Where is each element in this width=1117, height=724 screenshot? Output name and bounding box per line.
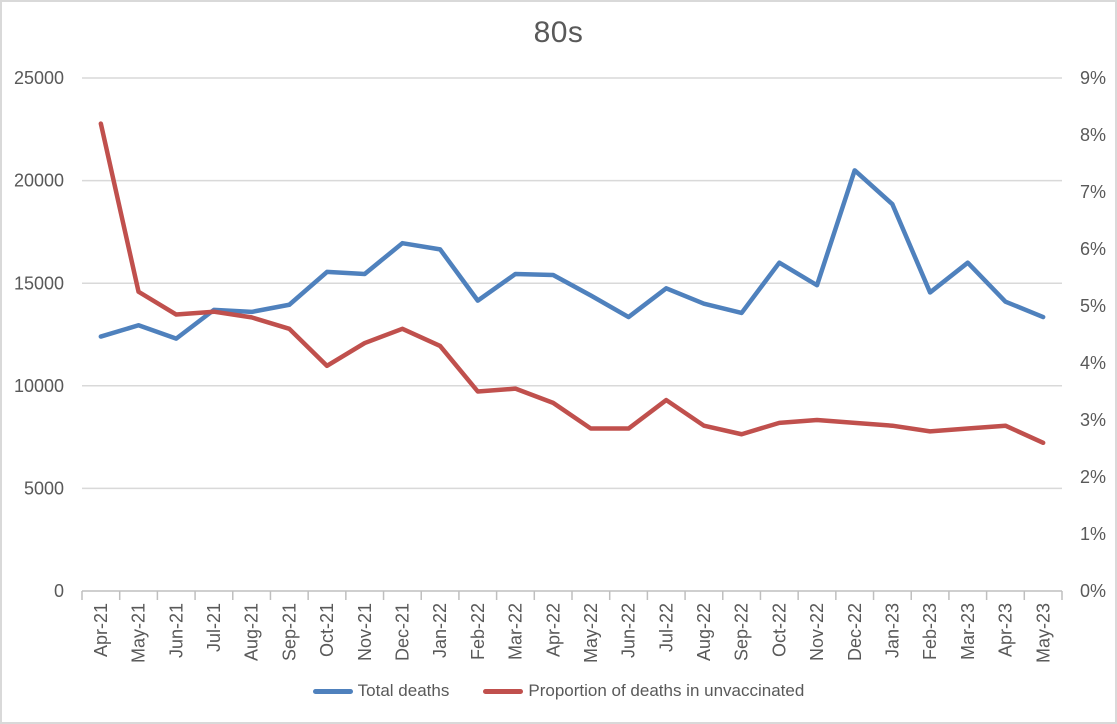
y-axis-left-tick-label: 20000: [14, 171, 64, 191]
y-axis-right-tick-label: 4%: [1080, 353, 1106, 373]
legend-swatch-proportion-unvaccinated-icon: [483, 688, 524, 694]
x-axis-tick-label: May-21: [129, 603, 149, 663]
x-axis-tick-label: Apr-21: [91, 603, 111, 657]
x-axis-tick-label: Nov-21: [355, 603, 375, 661]
y-axis-right-tick-label: 7%: [1080, 182, 1106, 202]
series-line-total-deaths[interactable]: [98, 168, 1046, 341]
x-axis-tick-label: Apr-22: [543, 603, 563, 657]
y-axis-right-tick-label: 8%: [1080, 125, 1106, 145]
y-axis-left-tick-label: 0: [54, 581, 64, 601]
x-axis-tick-label: Aug-21: [242, 603, 262, 661]
legend: Total deaths Proportion of deaths in unv…: [0, 681, 1117, 701]
x-axis-tick-label: Apr-23: [996, 603, 1016, 657]
x-axis-tick-label: Sep-21: [279, 603, 299, 661]
x-axis-tick-label: Jan-23: [883, 603, 903, 658]
chart-title: 80s: [533, 16, 584, 49]
y-axis-left-tick-label: 15000: [14, 273, 64, 293]
x-axis-tick-label: Oct-22: [769, 603, 789, 657]
x-axis-tick-label: Mar-23: [958, 603, 978, 660]
x-axis-tick-label: Sep-22: [732, 603, 752, 661]
x-axis-tick-label: Mar-22: [506, 603, 526, 660]
x-axis-tick-label: May-23: [1033, 603, 1053, 663]
x-axis-tick-label: Aug-22: [694, 603, 714, 661]
legend-item-total-deaths[interactable]: Total deaths: [312, 681, 450, 701]
y-axis-right-tick-label: 5%: [1080, 296, 1106, 316]
y-axis-right-tick-label: 2%: [1080, 467, 1106, 487]
x-axis-tick-label: Jan-22: [430, 603, 450, 658]
legend-swatch-total-deaths-icon: [312, 688, 353, 694]
x-axis-tick-label: Feb-22: [468, 603, 488, 660]
legend-label-proportion-unvaccinated: Proportion of deaths in unvaccinated: [528, 681, 805, 700]
y-axis-right-tick-label: 3%: [1080, 410, 1106, 430]
series-line-proportion-unvaccinated[interactable]: [98, 121, 1046, 446]
y-axis-left-tick-label: 25000: [14, 68, 64, 88]
y-axis-right-tick-label: 1%: [1080, 524, 1106, 544]
y-axis-right-tick-label: 0%: [1080, 581, 1106, 601]
x-axis-tick-label: Dec-21: [393, 603, 413, 661]
y-axis-left-tick-label: 10000: [14, 376, 64, 396]
x-axis-tick-label: Jun-21: [166, 603, 186, 658]
x-axis-tick-label: Dec-22: [845, 603, 865, 661]
x-axis-tick-label: May-22: [581, 603, 601, 663]
legend-item-proportion-unvaccinated[interactable]: Proportion of deaths in unvaccinated: [483, 681, 804, 701]
x-axis-tick-label: Oct-21: [317, 603, 337, 657]
x-axis-tick-label: Nov-22: [807, 603, 827, 661]
x-axis-tick-label: Jul-22: [656, 603, 676, 652]
y-axis-left-tick-label: 5000: [24, 479, 64, 499]
x-axis-tick-label: Jul-21: [204, 603, 224, 652]
x-axis-tick-label: Feb-23: [920, 603, 940, 660]
x-axis-tick-label: Jun-22: [619, 603, 639, 658]
y-axis-right-tick-label: 9%: [1080, 68, 1106, 88]
legend-label-total-deaths: Total deaths: [357, 681, 450, 700]
y-axis-right-tick-label: 6%: [1080, 239, 1106, 259]
